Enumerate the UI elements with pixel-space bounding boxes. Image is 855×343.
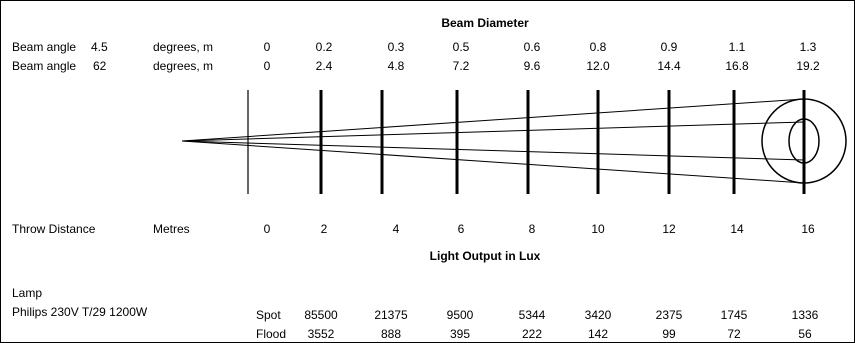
lux-cell: 222 [521, 327, 543, 341]
light-output-title: Light Output in Lux [429, 249, 541, 263]
beam-diameter-cell: 19.2 [796, 59, 820, 73]
beam-diameter-cell: 2.4 [315, 59, 333, 73]
lux-cell: 56 [798, 327, 812, 341]
throw-distance-label: Throw Distance [12, 222, 96, 236]
beam-diameter-cell: 7.2 [452, 59, 470, 73]
throw-distance-cell: 16 [801, 222, 815, 236]
beam-angle-label-1: Beam angle [12, 40, 77, 54]
beam-angle-unit-1: degrees, m [153, 40, 214, 54]
lux-cell: 21375 [374, 308, 408, 322]
beam-diameter-cell: 16.8 [725, 59, 749, 73]
throw-distance-cell: 0 [263, 222, 271, 236]
beam-diameter-cell: 0.6 [523, 40, 541, 54]
flood-beam-edge-bottom [181, 140, 805, 184]
spot-beam-edge-bottom [181, 140, 805, 161]
spot-beam-ellipse [788, 118, 820, 164]
lux-cell: 142 [587, 327, 609, 341]
throw-distance-cell: 14 [730, 222, 744, 236]
beam-diameter-cell: 0.3 [387, 40, 405, 54]
beam-diameter-cell: 4.8 [387, 59, 405, 73]
lux-cell: 72 [727, 327, 741, 341]
flood-label: Flood [256, 327, 287, 341]
beam-angle-value-1: 4.5 [91, 40, 108, 54]
lux-cell: 1336 [791, 308, 819, 322]
beam-diameter-cell: 1.3 [799, 40, 817, 54]
beam-diameter-cell: 12.0 [586, 59, 610, 73]
beam-diameter-cell: 0.2 [315, 40, 333, 54]
throw-distance-cell: 4 [392, 222, 400, 236]
beam-diameter-cell: 1.1 [728, 40, 746, 54]
lux-cell: 888 [380, 327, 402, 341]
lux-cell: 99 [662, 327, 676, 341]
lamp-name: Philips 230V T/29 1200W [12, 305, 148, 319]
beam-diameter-cell: 14.4 [657, 59, 681, 73]
lux-cell: 1745 [720, 308, 748, 322]
lux-cell: 9500 [446, 308, 474, 322]
lux-cell: 85500 [304, 308, 338, 322]
throw-distance-cell: 6 [457, 222, 465, 236]
flood-beam-circle [761, 98, 847, 184]
lux-cell: 3552 [307, 327, 335, 341]
beam-diameter-cell: 0.9 [660, 40, 678, 54]
lux-cell: 5344 [518, 308, 546, 322]
throw-distance-cell: 8 [528, 222, 536, 236]
beam-diameter-cell: 9.6 [523, 59, 541, 73]
beam-angle-unit-2: degrees, m [153, 59, 214, 73]
beam-diameter-cell: 0.8 [589, 40, 607, 54]
spot-beam-edge-top [181, 121, 805, 142]
beam-diameter-cell: 0 [263, 40, 271, 54]
throw-distance-cell: 2 [320, 222, 328, 236]
lamp-heading: Lamp [12, 286, 43, 300]
flood-beam-edge-top [181, 98, 805, 142]
beam-angle-value-2: 62 [93, 59, 107, 73]
beam-diameter-cell: 0.5 [452, 40, 470, 54]
spot-label: Spot [256, 308, 281, 322]
lux-cell: 2375 [655, 308, 683, 322]
throw-distance-cell: 12 [662, 222, 676, 236]
lux-cell: 3420 [584, 308, 612, 322]
beam-diameter-title: Beam Diameter [441, 16, 529, 30]
beam-angle-label-2: Beam angle [12, 59, 77, 73]
beam-diameter-cell: 0 [263, 59, 271, 73]
throw-distance-unit: Metres [153, 222, 190, 236]
throw-distance-cell: 10 [591, 222, 605, 236]
lux-cell: 395 [449, 327, 471, 341]
